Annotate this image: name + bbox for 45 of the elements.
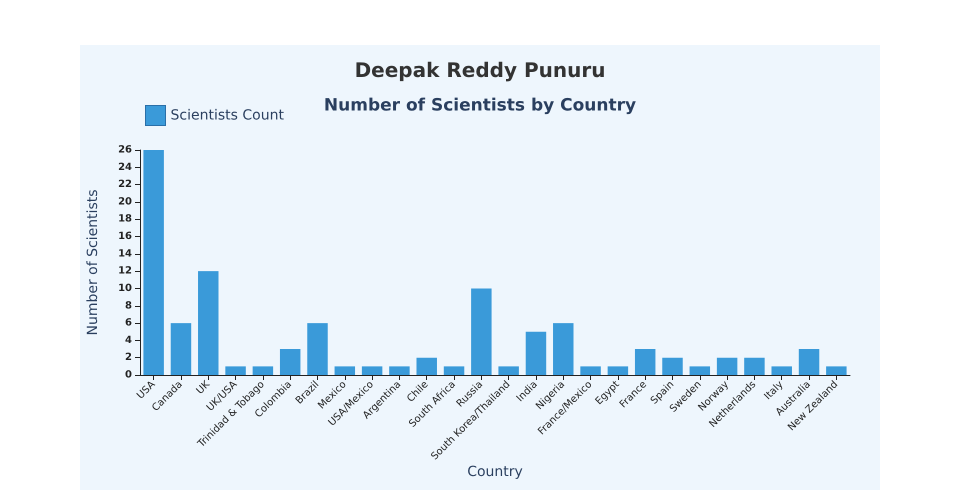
y-tick-label: 10 — [118, 282, 132, 294]
bar — [690, 366, 710, 375]
bar — [389, 366, 410, 375]
bar — [362, 366, 382, 375]
bar — [771, 366, 792, 375]
y-tick-label: 24 — [118, 162, 132, 173]
bar — [198, 271, 219, 375]
y-axis-title: Number of Scientists — [85, 189, 101, 336]
bar — [471, 288, 492, 375]
bar — [634, 349, 656, 375]
bar — [798, 349, 820, 375]
bar — [826, 366, 847, 375]
y-tick-label: 6 — [125, 318, 132, 329]
bar — [608, 366, 628, 375]
bar — [225, 366, 246, 375]
y-tick-label: 20 — [118, 196, 132, 208]
y-tick-label: 2 — [125, 352, 132, 364]
bar — [143, 150, 164, 375]
bar — [662, 358, 683, 375]
bar — [580, 366, 601, 375]
y-tick-label: 8 — [125, 300, 132, 312]
chart-subtitle: Number of Scientists by Country — [324, 96, 636, 116]
bar — [307, 323, 328, 375]
legend-label: Scientists Count — [170, 108, 284, 124]
y-tick-label: 4 — [125, 334, 132, 346]
bar — [498, 366, 519, 375]
y-tick-label: 12 — [118, 266, 132, 277]
bar — [334, 366, 356, 375]
bar — [280, 349, 300, 375]
y-tick-label: 26 — [118, 144, 132, 156]
bar — [170, 323, 192, 375]
bar — [252, 366, 274, 375]
y-tick-label: 14 — [118, 248, 132, 260]
bar — [526, 332, 546, 375]
chart-title: Deepak Reddy Punuru — [354, 58, 606, 82]
bar — [416, 358, 437, 375]
bar — [744, 358, 765, 375]
y-tick-label: 22 — [118, 179, 132, 190]
bar — [444, 366, 464, 375]
bar — [716, 358, 738, 375]
x-axis-title: Country — [467, 464, 523, 480]
y-tick-label: 0 — [125, 370, 132, 380]
y-tick-label: 18 — [118, 214, 132, 225]
y-tick-label: 16 — [118, 231, 132, 242]
bar — [553, 323, 574, 375]
